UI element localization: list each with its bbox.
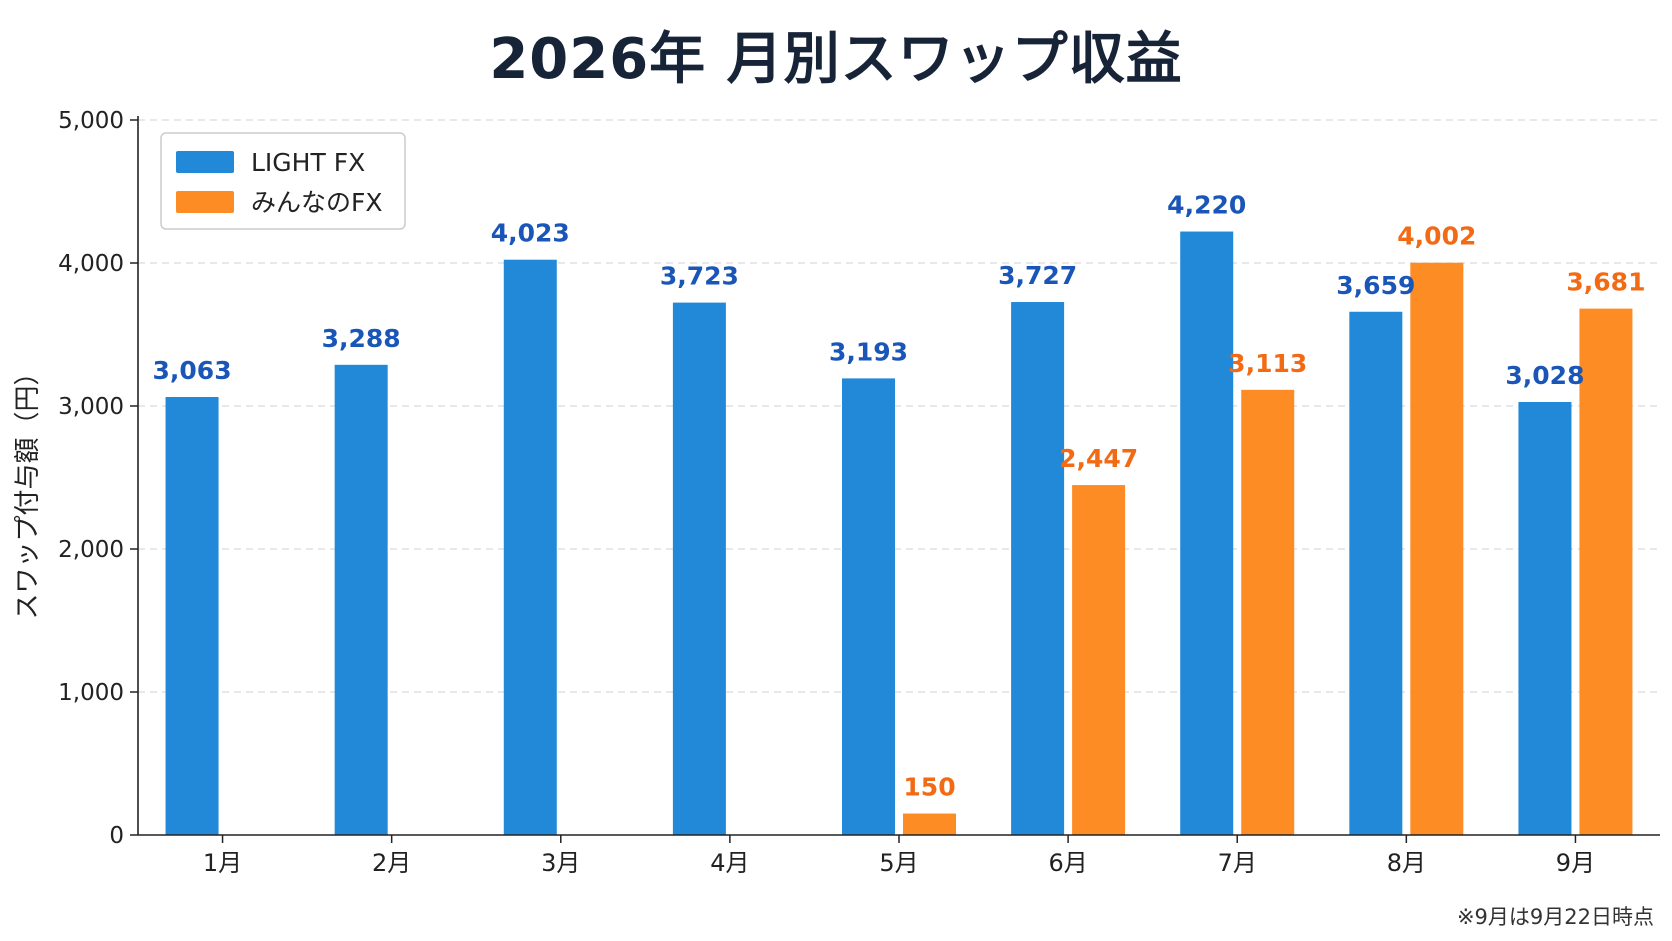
bar-lightfx: [1180, 231, 1234, 836]
data-label: 3,659: [1336, 271, 1415, 300]
bar-lightfx: [503, 259, 557, 835]
y-tick-label: 4,000: [58, 251, 124, 277]
legend-swatch: [176, 151, 234, 173]
x-tick-label: 4月: [710, 849, 749, 877]
y-tick-label: 5,000: [58, 108, 124, 134]
data-label: 2,447: [1059, 444, 1138, 473]
legend-label: みんなのFX: [251, 188, 383, 217]
y-tick-label: 0: [109, 823, 124, 849]
chart-title: 2026年 月別スワップ収益: [489, 27, 1183, 92]
data-label: 4,002: [1397, 222, 1476, 251]
y-tick-label: 3,000: [58, 394, 124, 420]
data-label: 3,727: [998, 261, 1077, 290]
bar-lightfx: [1011, 302, 1065, 835]
legend-label: LIGHT FX: [251, 148, 365, 177]
bar-minnanofx: [1579, 308, 1633, 835]
data-label: 3,028: [1505, 361, 1584, 390]
data-label: 3,288: [322, 324, 401, 353]
y-axis-title: スワップ付与額（円）: [13, 359, 43, 619]
data-label: 4,220: [1167, 191, 1246, 220]
footnote: ※9月は9月22日時点: [1456, 905, 1654, 929]
x-tick-label: 9月: [1556, 849, 1595, 877]
x-tick-label: 2月: [372, 849, 411, 877]
x-tick-label: 6月: [1048, 849, 1087, 877]
bar-lightfx: [842, 378, 895, 835]
data-label: 3,681: [1566, 268, 1645, 297]
legend-swatch: [176, 191, 234, 213]
x-tick-label: 5月: [879, 849, 918, 877]
data-label: 3,113: [1228, 349, 1307, 378]
bar-lightfx: [1518, 401, 1572, 835]
bar-minnanofx: [1410, 262, 1464, 835]
bar-lightfx: [1349, 311, 1403, 835]
bar-lightfx: [165, 396, 219, 835]
y-tick-label: 2,000: [58, 537, 124, 563]
data-label: 4,023: [491, 219, 570, 248]
bar-lightfx: [672, 302, 726, 836]
bar-minnanofx: [1072, 485, 1126, 835]
x-tick-label: 3月: [541, 849, 580, 877]
data-label: 3,063: [153, 356, 232, 385]
x-tick-label: 7月: [1218, 849, 1257, 877]
bar-lightfx: [334, 364, 388, 835]
data-label: 3,723: [660, 262, 739, 291]
x-tick-label: 1月: [203, 849, 242, 877]
bar-minnanofx: [903, 813, 956, 835]
y-tick-label: 1,000: [58, 680, 124, 706]
data-label: 3,193: [829, 337, 908, 366]
bar-minnanofx: [1241, 389, 1295, 835]
data-label: 150: [903, 773, 955, 802]
x-tick-label: 8月: [1387, 849, 1426, 877]
